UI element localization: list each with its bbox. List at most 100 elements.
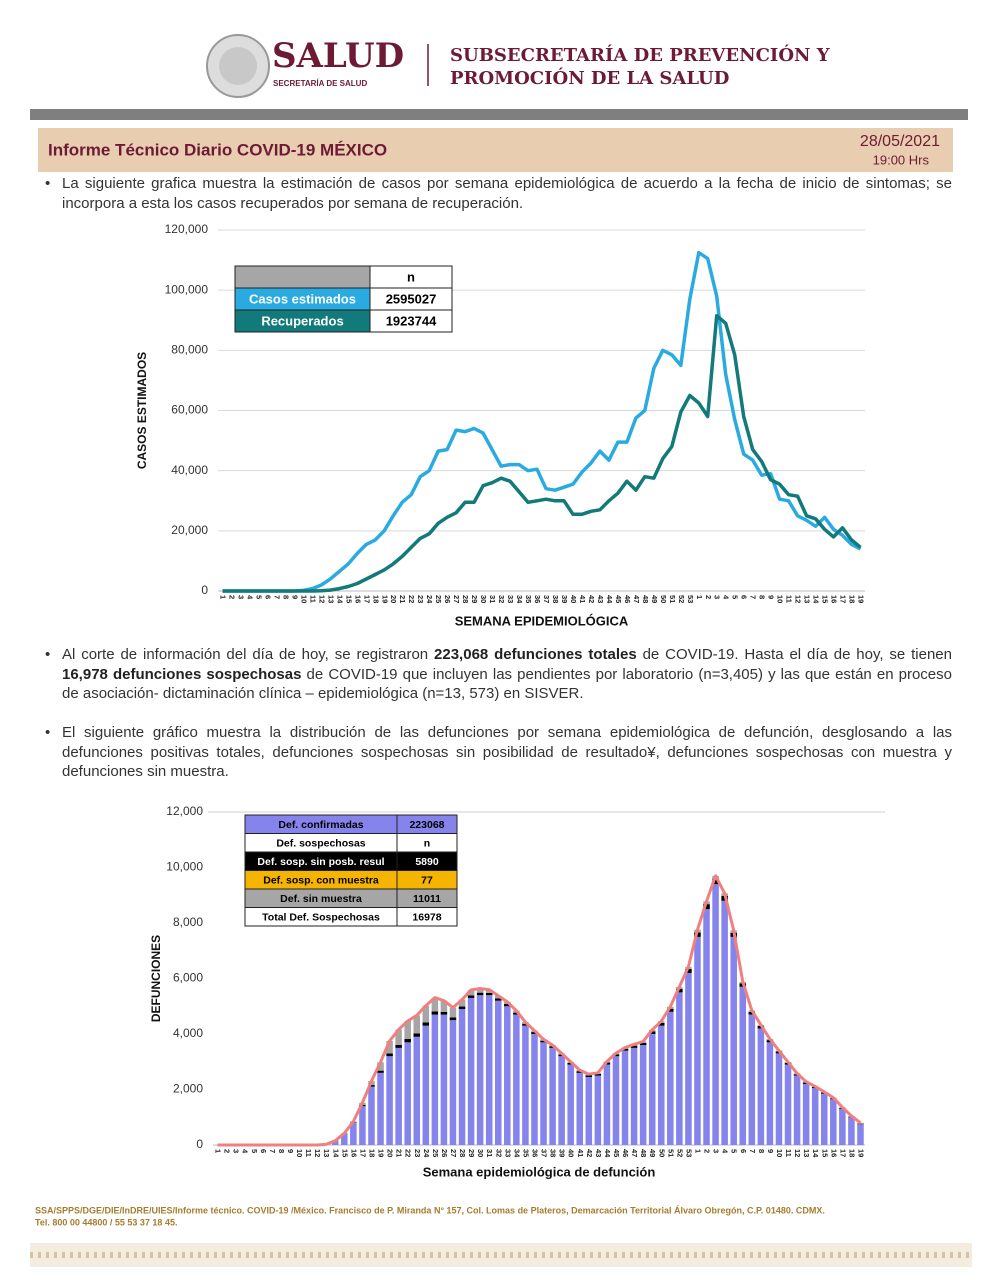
bar-segment [395,1047,402,1145]
x-tick-label: 1 [695,595,704,599]
unit-line: SUBSECRETARÍA DE PREVENCIÓN Y [450,43,831,66]
x-tick-label: 12 [793,1149,802,1157]
x-tick-label: 6 [740,595,749,599]
x-tick-label: 20 [389,595,398,603]
x-tick-label: 13 [802,1149,811,1157]
text: El siguiente gráfico muestra la distribu… [62,724,952,780]
bar-segment [657,1022,665,1026]
y-tick-label: 2,000 [173,1082,203,1096]
x-tick-label: 12 [317,595,326,603]
bar-segment [612,1056,620,1145]
bar-segment [513,1012,520,1015]
paragraph: Al corte de información del día de hoy, … [45,645,952,704]
x-tick-label: 30 [476,1149,485,1157]
header-bar [30,109,968,120]
x-tick-label: 25 [434,595,443,603]
x-tick-label: 23 [413,1149,422,1157]
x-tick-label: 15 [344,595,353,603]
x-tick-label: 47 [632,595,641,603]
bar-segment [540,1042,547,1145]
bar-segment [857,1123,864,1124]
x-tick-label: 2 [227,595,236,599]
x-tick-label: 21 [395,1149,404,1157]
x-tick-label: 1 [693,1149,702,1153]
x-tick-label: 14 [335,595,344,604]
bar-segment [685,972,692,1145]
x-tick-label: 49 [648,1149,657,1157]
bar-segment [494,998,502,1001]
x-tick-label: 34 [512,1149,521,1158]
bar-segment [712,878,719,885]
y-tick-label: 20,000 [171,523,208,537]
x-tick-label: 5 [731,595,740,599]
bar-segment [567,1064,574,1145]
x-tick-label: 10 [295,1149,304,1157]
x-tick-label: 15 [821,595,830,603]
bar-segment [630,1045,638,1048]
x-tick-label: 28 [461,595,470,603]
bar-segment [476,988,484,993]
legend-cell [396,907,458,927]
bar-segment [431,1011,439,1015]
y-tick-label: 6,000 [173,971,203,985]
x-tick-label: 23 [416,595,425,603]
y-tick-label: 4,000 [173,1026,203,1040]
x-tick-label: 44 [603,1149,612,1158]
bar-segment [703,904,710,910]
x-tick-label: 16 [830,595,839,603]
bar-segment [558,1056,565,1145]
bar-segment [540,1040,547,1043]
x-axis-label: SEMANA EPIDEMIOLÓGICA [455,613,629,628]
series-line [222,313,862,593]
x-tick-label: 22 [407,595,416,603]
x-tick-label: 36 [533,595,542,603]
bar-segment [857,1123,864,1125]
bar-segment [386,1056,393,1145]
bar-segment [730,936,737,1145]
bar-segment [413,1033,421,1037]
x-tick-label: 19 [857,595,866,603]
x-tick-label: 21 [398,595,407,603]
x-tick-label: 11 [308,595,317,603]
x-tick-label: 33 [506,595,515,603]
bar-segment [793,1075,801,1145]
x-tick-label: 4 [722,595,731,600]
bar-segment [630,1047,638,1145]
bar-segment [449,1020,457,1145]
x-tick-label: 24 [422,1149,431,1158]
bar-segment [413,1015,421,1034]
x-tick-label: 8 [277,1149,286,1153]
bar-segment [748,1014,756,1145]
bar-segment [685,969,692,973]
bar-segment [440,1000,448,1012]
bar-segment [467,997,475,1145]
x-tick-label: 18 [371,595,380,603]
bar-segment [522,1023,529,1026]
bar-segment [350,1122,357,1145]
legend-cell [234,265,371,289]
bar-segment [639,1042,647,1046]
x-tick-label: 7 [748,1149,757,1153]
bar-segment [395,1044,402,1048]
bar-segment [485,992,493,996]
x-tick-label: 41 [576,1149,585,1157]
legend-label: Def. sosp. sin posb. resul [257,856,384,868]
x-tick-label: 44 [605,595,614,604]
y-tick-label: 0 [201,583,208,597]
banner-date: 28/05/2021 [860,133,940,150]
x-tick-label: 13 [326,595,335,603]
bar-segment [377,1070,384,1073]
legend-value: 2595027 [386,291,437,306]
x-tick-label: 26 [443,595,452,603]
x-tick-label: 3 [712,1149,721,1153]
bar-segment [694,936,701,1145]
x-tick-label: 42 [585,1149,594,1157]
x-tick-label: 32 [494,1149,503,1157]
bar-segment [766,1042,774,1145]
x-tick-label: 16 [349,1149,358,1157]
x-tick-label: 9 [766,1149,775,1153]
x-tick-label: 32 [497,595,506,603]
text: La siguiente grafica muestra la estimaci… [62,175,952,212]
x-tick-label: 39 [560,595,569,603]
x-tick-label: 13 [803,595,812,603]
